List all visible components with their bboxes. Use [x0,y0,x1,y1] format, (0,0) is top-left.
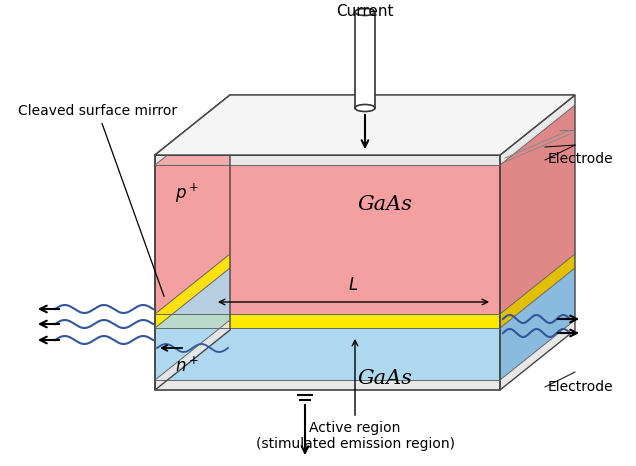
Ellipse shape [355,104,375,111]
Text: GaAs: GaAs [357,196,413,214]
Text: GaAs: GaAs [357,369,413,388]
Polygon shape [500,320,575,390]
Polygon shape [155,95,575,155]
Polygon shape [500,105,575,314]
Polygon shape [155,155,500,165]
Text: $p^+$: $p^+$ [175,181,199,205]
Text: Electrode: Electrode [548,380,614,394]
Polygon shape [155,95,230,165]
Bar [355,12,375,108]
Polygon shape [155,95,575,155]
Polygon shape [155,165,500,314]
Polygon shape [155,380,500,390]
Polygon shape [155,268,230,380]
Polygon shape [155,105,230,314]
Polygon shape [155,328,500,380]
Text: Current: Current [336,4,394,19]
Text: Electrode: Electrode [548,152,614,166]
Polygon shape [155,254,230,328]
Ellipse shape [355,8,375,15]
Text: Active region
(stimulated emission region): Active region (stimulated emission regio… [256,340,455,451]
Polygon shape [500,95,575,165]
Text: $L$: $L$ [348,276,358,294]
Polygon shape [500,268,575,380]
Polygon shape [155,320,230,390]
Text: $n^+$: $n^+$ [175,356,199,376]
Text: Cleaved surface mirror: Cleaved surface mirror [18,104,177,296]
Polygon shape [155,314,500,328]
Polygon shape [500,254,575,328]
